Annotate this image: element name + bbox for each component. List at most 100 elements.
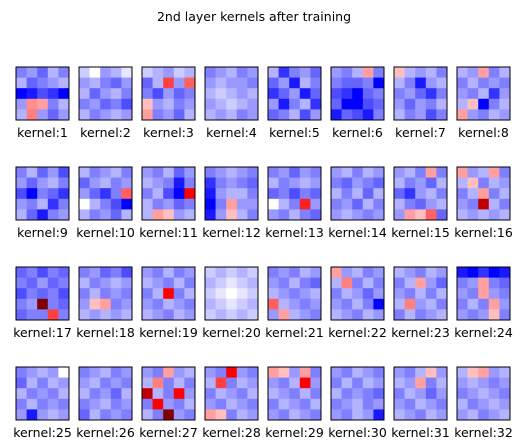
kernel-cell [425,198,437,210]
kernel-cell [173,77,185,89]
kernel-cell [152,288,164,300]
kernel-cell [16,288,27,300]
kernel-cell [289,298,301,310]
kernel-cell [79,98,90,110]
kernel-cell [457,198,468,210]
kernel-cell [184,288,196,300]
kernel-cell [79,188,90,200]
kernel-cell [478,409,490,421]
kernel-cell [457,398,468,410]
kernel-cell [110,267,122,278]
kernel-cell [425,277,437,289]
kernel-cell [488,209,500,221]
kernel-cell [226,98,238,110]
kernel-cell [289,77,301,89]
kernel-frame [456,166,511,221]
kernel-cell [58,109,70,121]
kernel-cell [457,77,468,89]
kernel-cell [236,267,248,278]
kernel-cell [289,88,301,100]
kernel-cell [310,198,322,210]
kernel-panel-18: kernel:18 [76,266,135,340]
kernel-cell [289,67,301,78]
kernel-cell [37,177,49,189]
kernel-cell [100,367,112,378]
kernel-cell [268,367,279,378]
kernel-cell [163,267,175,278]
kernel-frame [15,166,70,221]
kernel-label: kernel:3 [143,125,194,140]
kernel-cell [205,109,216,121]
kernel-cell [310,377,322,389]
kernel-cell [362,177,374,189]
kernel-cell [278,309,290,321]
kernel-cell [26,388,38,400]
kernel-cell [268,209,279,221]
kernel-cell [341,98,353,110]
kernel-cell [163,109,175,121]
kernel-cell [341,267,353,278]
kernel-cell [205,98,216,110]
kernel-cell [415,198,427,210]
kernel-cell [268,388,279,400]
kernel-label: kernel:17 [13,325,72,340]
kernel-cell [404,288,416,300]
kernel-cell [331,267,342,278]
kernel-cell [16,98,27,110]
kernel-cell [299,277,311,289]
kernel-cell [152,277,164,289]
kernel-cell [352,288,364,300]
kernel-cell [415,177,427,189]
kernel-cell [236,398,248,410]
kernel-cell [79,298,90,310]
kernel-cell [341,409,353,421]
kernel-panel-23: kernel:23 [391,266,450,340]
kernel-cell [299,377,311,389]
kernel-cell [362,309,374,321]
kernel-cell [163,288,175,300]
kernel-cell [436,188,448,200]
kernel-cell [26,209,38,221]
kernel-cell [215,298,227,310]
kernel-cell [173,267,185,278]
kernel-cell [89,277,101,289]
kernel-cell [352,388,364,400]
kernel-cell [394,277,405,289]
kernel-cell [236,277,248,289]
kernel-cell [415,209,427,221]
kernel-cell [394,209,405,221]
kernel-cell [247,377,259,389]
kernel-cell [331,98,342,110]
kernel-cell [37,77,49,89]
kernel-cell [184,367,196,378]
kernel-cell [394,177,405,189]
kernel-cell [352,198,364,210]
kernel-cell [152,377,164,389]
kernel-cell [373,167,385,178]
kernel-cell [89,377,101,389]
kernel-cell [226,277,238,289]
kernel-cell [110,209,122,221]
kernel-cell [47,388,59,400]
kernel-cell [163,309,175,321]
kernel-cell [226,309,238,321]
kernel-cell [47,98,59,110]
kernel-cell [37,388,49,400]
kernel-cell [404,409,416,421]
kernel-cell [394,267,405,278]
kernel-cell [299,88,311,100]
kernel-cell [121,409,133,421]
kernel-cell [247,109,259,121]
kernel-cell [236,88,248,100]
kernel-frame [141,266,196,321]
kernel-cell [299,298,311,310]
kernel-panel-16: kernel:16 [454,166,513,240]
kernel-cell [467,77,479,89]
kernel-cell [341,167,353,178]
kernel-frame [330,266,385,321]
kernel-cell [173,88,185,100]
kernel-cell [26,88,38,100]
kernel-cell [488,109,500,121]
kernel-cell [499,109,511,121]
kernel-panel-8: kernel:8 [456,66,511,140]
